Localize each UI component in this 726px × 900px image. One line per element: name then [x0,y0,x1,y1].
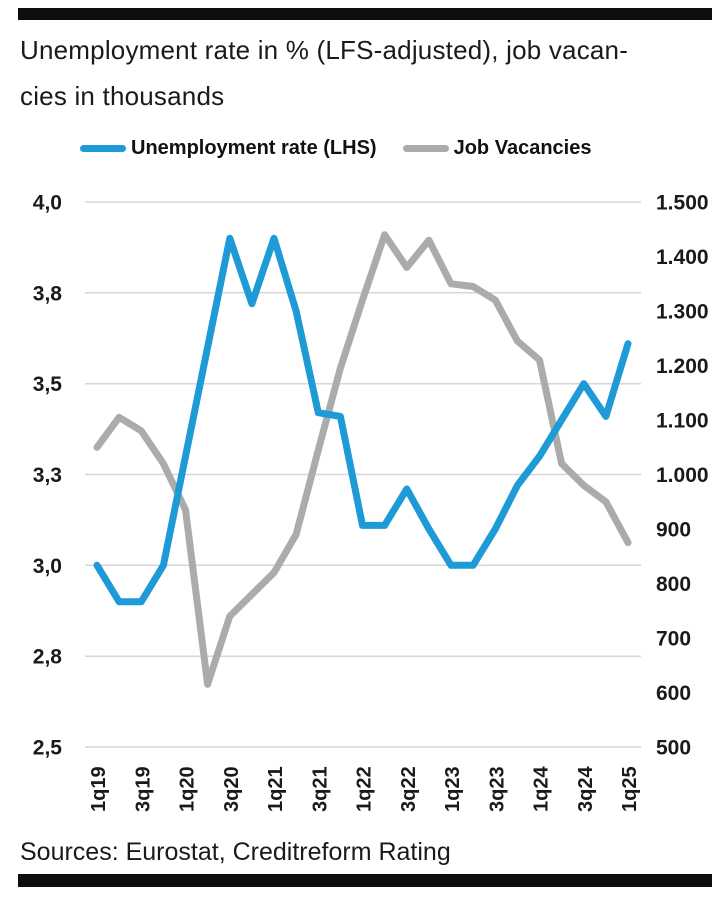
vacancies-line-swatch [402,144,449,152]
series-lines [93,231,632,688]
x-axis-tick-label: 3q24 [575,766,597,812]
left-axis-tick-label: 2,8 [33,646,63,669]
x-axis-tick-label: 1q25 [619,766,641,812]
legend: Unemployment rate (LHS) Job Vacancies [80,134,591,162]
right-axis-tick-label: 1.300 [656,301,709,324]
right-axis-tick-label: 1.000 [656,464,709,487]
right-axis-tick-label: 1.200 [656,355,709,378]
chart-title-line-2: cies in thousands [20,81,225,111]
x-axis-tick-label: 3q20 [221,766,243,812]
right-axis-tick-label: 1.400 [656,246,709,269]
right-axis-tick-label: 1.500 [656,192,709,215]
chart-title-line-1: Unemployment rate in % (LFS-adjusted), j… [20,35,629,65]
source-note: Sources: Eurostat, Creditreform Rating [20,838,451,866]
right-axis-tick-label: 1.100 [656,410,709,433]
right-axis-tick-label: 700 [656,628,691,651]
legend-label-vacancies: Job Vacancies [453,136,592,159]
left-axis-tick-label: 4,0 [33,192,62,215]
x-axis-tick-label: 3q19 [132,766,154,812]
x-axis-tick-label: 3q21 [309,766,331,812]
left-axis-tick-label: 3,0 [33,555,62,578]
x-axis-labels: 1q19 3q19 1q20 3q20 1q21 3q21 1q22 3q22 1q23 3q23… [88,766,641,812]
x-axis-tick-label: 3q22 [398,766,420,812]
x-axis-tick-label: 1q23 [442,766,464,812]
right-axis-tick-label: 500 [656,737,691,760]
x-axis-tick-label: 1q20 [177,766,199,812]
top-rule [18,8,712,20]
chart-title: Unemployment rate in % (LFS-adjusted), j… [20,27,726,119]
right-axis-labels: 1.500 1.400 1.300 1.200 1.100 1.000 900 800 700 6… [656,192,709,760]
left-axis-tick-label: 3,8 [33,282,63,305]
x-axis-tick-label: 3q23 [486,766,508,812]
legend-item-vacancies: Job Vacancies [402,136,592,160]
left-axis-tick-label: 3,5 [33,373,63,396]
unemployment-line-swatch [80,144,126,152]
unemployment-rate-line [93,234,632,606]
job-vacancies-line [93,231,632,688]
legend-item-unemployment: Unemployment rate (LHS) [80,137,377,160]
left-axis-tick-label: 3,3 [33,464,62,487]
right-axis-tick-label: 800 [656,573,691,596]
right-axis-tick-label: 900 [656,519,691,542]
x-axis-tick-label: 1q21 [265,766,287,812]
x-axis-tick-label: 1q22 [354,766,376,812]
left-axis-tick-label: 2,5 [33,737,63,760]
right-axis-tick-label: 600 [656,682,691,705]
x-axis-tick-label: 1q24 [531,766,553,812]
x-axis-tick-label: 1q19 [88,766,110,812]
legend-label-unemployment: Unemployment rate (LHS) [131,136,377,159]
left-axis-labels: 4,0 3,8 3,5 3,3 3,0 2,8 2,5 [33,192,63,760]
bottom-rule [18,874,712,887]
